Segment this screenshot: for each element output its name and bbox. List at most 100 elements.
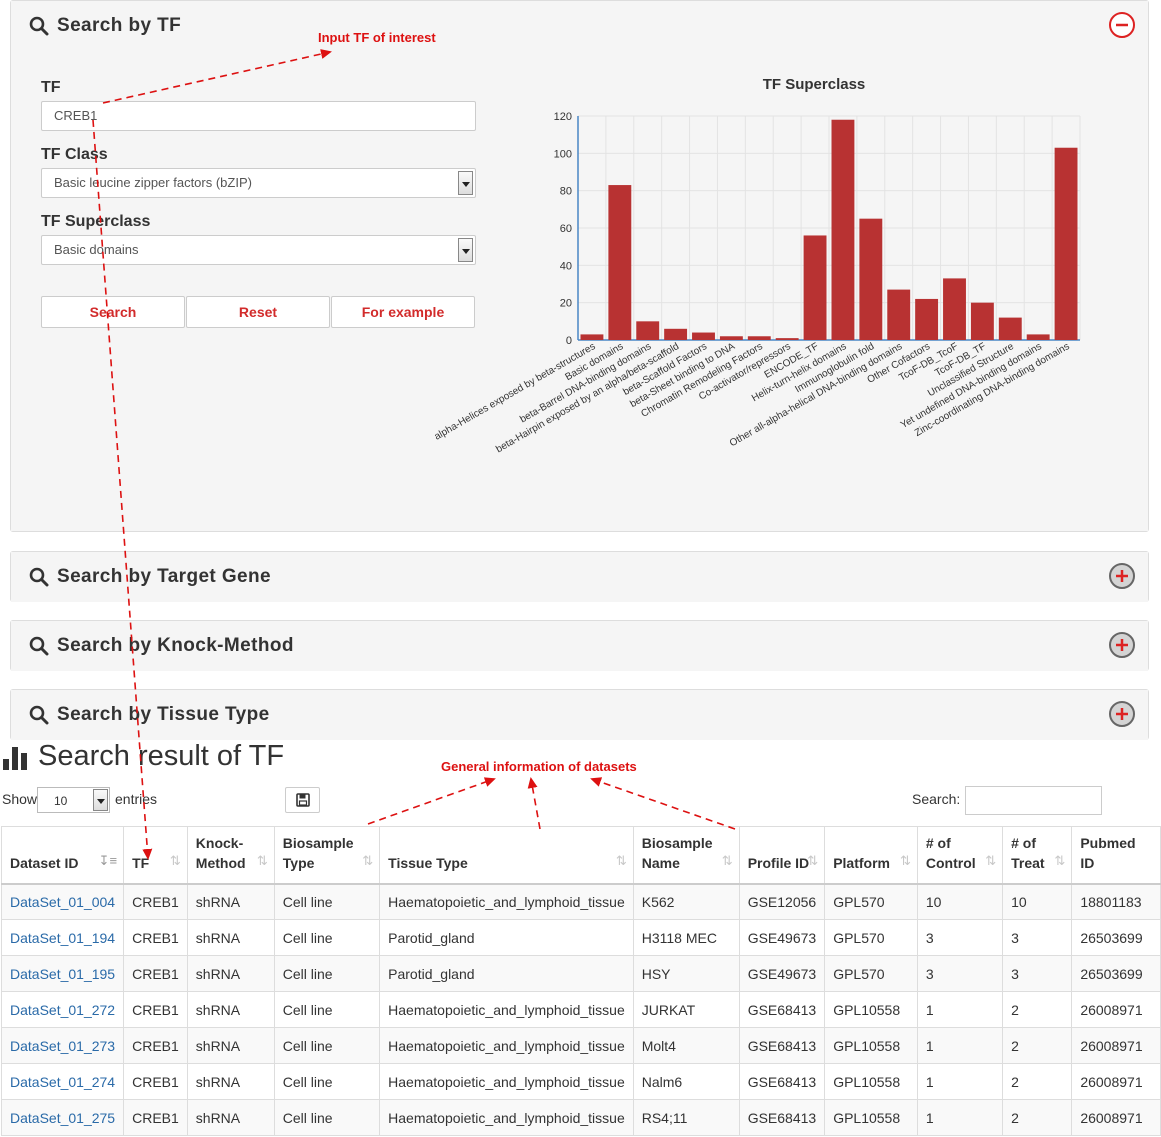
chevron-down-icon[interactable] <box>458 171 473 195</box>
table-cell: GPL10558 <box>824 1099 918 1136</box>
table-cell: shRNA <box>186 955 275 992</box>
column-header[interactable]: Tissue Type ⇅ <box>379 826 634 885</box>
tf-superclass-chart: TF Superclass020406080100120alpha-Helice… <box>433 76 1081 455</box>
expand-plus-icon[interactable] <box>1108 700 1136 728</box>
table-cell: CREB1 <box>123 1063 188 1100</box>
chart-bar <box>664 328 688 340</box>
table-row: DataSet_01_272 CREB1 shRNA Cell line Haemato… <box>0 991 1161 1028</box>
sort-icon[interactable]: ⇅ <box>807 852 819 868</box>
column-header[interactable]: Dataset ID ↧≡ <box>0 826 125 885</box>
table-cell: CREB1 <box>123 991 188 1028</box>
entries-label: entries <box>115 791 158 807</box>
table-cell: 1 <box>916 1099 1004 1136</box>
column-header[interactable]: # of Control ⇅ <box>916 826 1004 885</box>
collapse-minus-icon[interactable] <box>1108 11 1136 39</box>
chevron-down-icon[interactable] <box>93 789 108 811</box>
search-button[interactable]: Search <box>41 296 185 328</box>
table-cell: CREB1 <box>123 1099 188 1136</box>
sort-icon[interactable]: ⇅ <box>256 852 268 868</box>
table-cell: shRNA <box>186 1063 275 1100</box>
tf-superclass-label: TF Superclass <box>41 213 151 230</box>
for-example-button[interactable]: For example <box>331 296 475 328</box>
dataset-link[interactable]: DataSet_01_275 <box>10 1109 116 1126</box>
chevron-down-icon[interactable] <box>458 238 473 262</box>
table-cell: DataSet_01_194 <box>0 919 125 956</box>
page-length-select[interactable]: 10 <box>37 787 110 813</box>
annotation-input-tf: Input TF of interest <box>318 30 436 45</box>
column-header[interactable]: Profile ID ⇅ <box>738 826 826 885</box>
page-length-value: 10 <box>54 794 68 808</box>
sort-icon[interactable]: ↧≡ <box>98 852 118 868</box>
sort-icon[interactable]: ⇅ <box>362 852 374 868</box>
search-by-tissue-type-panel[interactable]: Search by Tissue Type <box>10 689 1149 740</box>
search-icon <box>29 16 49 36</box>
column-header-label: Dataset ID <box>10 854 79 871</box>
search-by-target-gene-title: Search by Target Gene <box>57 566 271 587</box>
column-header[interactable]: # of Treat ⇅ <box>1002 826 1073 885</box>
table-cell: shRNA <box>186 1099 275 1136</box>
table-cell: shRNA <box>186 883 275 920</box>
sort-icon[interactable]: ⇅ <box>615 852 627 868</box>
table-cell: CREB1 <box>123 919 188 956</box>
dataset-link[interactable]: DataSet_01_195 <box>10 965 116 982</box>
column-header[interactable]: Knock-Method ⇅ <box>186 826 275 885</box>
sort-icon[interactable]: ⇅ <box>899 852 911 868</box>
floppy-disk-icon <box>295 793 310 807</box>
column-header-label: Tissue Type <box>388 854 468 871</box>
table-search-input[interactable] <box>965 786 1102 815</box>
table-cell: 2 <box>1002 1099 1073 1136</box>
chart-bar <box>970 302 994 340</box>
sort-icon[interactable]: ⇅ <box>985 852 997 868</box>
y-tick-label: 60 <box>560 223 572 235</box>
column-header-label: Biosample Type <box>282 834 354 871</box>
column-header[interactable]: Biosample Type ⇅ <box>273 826 381 885</box>
chart-bar <box>692 332 715 340</box>
expand-plus-icon[interactable] <box>1108 562 1136 590</box>
dataset-link[interactable]: DataSet_01_272 <box>10 1001 116 1018</box>
bar-chart-icon <box>3 746 27 770</box>
table-cell: RS4;11 <box>632 1099 740 1136</box>
column-header[interactable]: Biosample Name ⇅ <box>632 826 740 885</box>
search-by-tf-header[interactable]: Search by TF <box>11 1 1148 51</box>
column-header[interactable]: Platform ⇅ <box>824 826 918 885</box>
sort-icon[interactable]: ⇅ <box>169 852 181 868</box>
column-header[interactable]: Pubmed ID <box>1071 826 1161 885</box>
table-cell: 3 <box>1002 955 1073 992</box>
search-by-tissue-type-header[interactable]: Search by Tissue Type <box>11 690 1148 740</box>
table-cell: GPL570 <box>824 883 918 920</box>
chart-bar <box>608 185 632 340</box>
search-icon <box>29 567 49 587</box>
sort-icon[interactable]: ⇅ <box>721 852 733 868</box>
search-by-target-gene-header[interactable]: Search by Target Gene <box>11 552 1148 602</box>
column-header[interactable]: TF ⇅ <box>123 826 188 885</box>
show-label: Show <box>2 791 38 807</box>
search-by-target-gene-panel[interactable]: Search by Target Gene <box>10 551 1149 602</box>
search-by-knock-method-panel[interactable]: Search by Knock-Method <box>10 620 1149 671</box>
dataset-link[interactable]: DataSet_01_194 <box>10 929 116 946</box>
sort-icon[interactable]: ⇅ <box>1054 852 1066 868</box>
table-cell: GSE68413 <box>738 1027 826 1064</box>
dataset-link[interactable]: DataSet_01_273 <box>10 1037 116 1054</box>
dataset-link[interactable]: DataSet_01_004 <box>10 893 116 910</box>
column-header-label: Knock-Method <box>195 834 246 871</box>
column-header-label: Platform <box>833 854 890 871</box>
save-button[interactable] <box>285 787 320 813</box>
chart-bar <box>775 338 799 340</box>
table-cell: Cell line <box>273 883 381 920</box>
search-by-knock-method-header[interactable]: Search by Knock-Method <box>11 621 1148 671</box>
table-cell: 10 <box>916 883 1004 920</box>
table-search-label: Search: <box>912 791 961 807</box>
expand-plus-icon[interactable] <box>1108 631 1136 659</box>
search-by-tissue-type-title: Search by Tissue Type <box>57 704 270 725</box>
results-heading: Search result of TF <box>2 740 284 773</box>
table-cell: JURKAT <box>632 991 740 1028</box>
reset-button[interactable]: Reset <box>186 296 330 328</box>
table-cell: 26008971 <box>1071 1099 1161 1136</box>
table-cell: CREB1 <box>123 883 188 920</box>
column-header-label: Profile ID <box>747 854 810 871</box>
table-row: DataSet_01_194 CREB1 shRNA Cell line Parotid… <box>0 919 1161 956</box>
table-cell: CREB1 <box>123 1027 188 1064</box>
table-row: DataSet_01_275 CREB1 shRNA Cell line Haemato… <box>0 1099 1161 1136</box>
dataset-link[interactable]: DataSet_01_274 <box>10 1073 116 1090</box>
table-header-row: Dataset ID ↧≡ TF ⇅ Knock-Method ⇅ Biosample Ty… <box>0 826 1161 885</box>
